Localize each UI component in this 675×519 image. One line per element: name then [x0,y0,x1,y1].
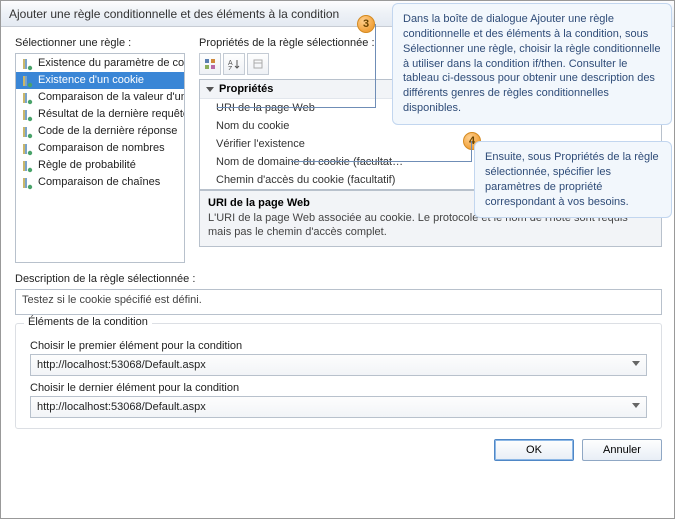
rule-icon [20,91,34,105]
chevron-down-icon [632,361,640,366]
rule-icon [20,108,34,122]
cancel-button[interactable]: Annuler [582,439,662,461]
rule-list[interactable]: Existence du paramètre de contexteExiste… [15,53,185,263]
rule-item[interactable]: Comparaison de chaînes [16,174,184,191]
rule-item[interactable]: Comparaison de nombres [16,140,184,157]
description-text: Testez si le cookie spécifié est défini. [15,289,662,315]
property-name: Chemin d'accès du cookie (facultatif) [200,171,467,189]
collapse-icon [206,87,214,92]
rule-item-label: Existence d'un cookie [38,72,144,89]
property-name: Nom de domaine du cookie (facultat… [200,153,467,171]
property-pages-button[interactable] [247,53,269,75]
first-element-combo[interactable]: http://localhost:53068/Default.aspx [30,354,647,376]
callout-4-leader-h [291,161,471,162]
ok-button[interactable]: OK [494,439,574,461]
select-rule-label: Sélectionner une règle : [15,37,185,49]
callout-3-leader-v [375,24,376,108]
elements-group: Éléments de la condition Choisir le prem… [15,323,662,429]
last-element-label: Choisir le dernier élément pour la condi… [30,382,647,394]
rule-item[interactable]: Existence d'un cookie [16,72,184,89]
callout-number-3: 3 [357,15,375,33]
callout-3-leader-h [217,107,375,108]
property-name: Vérifier l'existence [200,135,467,153]
rule-item-label: Comparaison de nombres [38,140,165,157]
rule-item[interactable]: Code de la dernière réponse [16,123,184,140]
callout-4: Ensuite, sous Propriétés de la règle sél… [474,141,672,218]
last-element-value: http://localhost:53068/Default.aspx [37,401,206,413]
callout-3-text: Dans la boîte de dialogue Ajouter une rè… [403,13,660,114]
rule-icon [20,159,34,173]
description-label: Description de la règle sélectionnée : [15,273,662,285]
categorize-button[interactable] [199,53,221,75]
rule-icon [20,176,34,190]
first-element-label: Choisir le premier élément pour la condi… [30,340,647,352]
rule-item[interactable]: Résultat de la dernière requête [16,106,184,123]
rule-icon [20,142,34,156]
chevron-down-icon [632,403,640,408]
first-element-value: http://localhost:53068/Default.aspx [37,359,206,371]
rule-icon [20,74,34,88]
rule-item-label: Code de la dernière réponse [38,123,177,140]
callout-4-leader-v [471,141,472,162]
sort-az-button[interactable]: AZ [223,53,245,75]
rule-item-label: Résultat de la dernière requête [38,106,185,123]
rule-item-label: Comparaison de la valeur d'un cookie [38,89,185,106]
elements-legend: Éléments de la condition [24,316,152,328]
rule-item[interactable]: Comparaison de la valeur d'un cookie [16,89,184,106]
rule-item[interactable]: Existence du paramètre de contexte [16,55,184,72]
rule-icon [20,125,34,139]
callout-3: Dans la boîte de dialogue Ajouter une rè… [392,3,672,125]
last-element-combo[interactable]: http://localhost:53068/Default.aspx [30,396,647,418]
svg-text:Z: Z [228,66,233,70]
callout-4-text: Ensuite, sous Propriétés de la règle sél… [485,151,659,208]
rule-item[interactable]: Règle de probabilité [16,157,184,174]
rule-item-label: Comparaison de chaînes [38,174,160,191]
rule-icon [20,57,34,71]
rule-item-label: Existence du paramètre de contexte [38,55,185,72]
property-group-label: Propriétés [219,83,273,95]
dialog-buttons: OK Annuler [15,439,662,461]
rule-item-label: Règle de probabilité [38,157,136,174]
